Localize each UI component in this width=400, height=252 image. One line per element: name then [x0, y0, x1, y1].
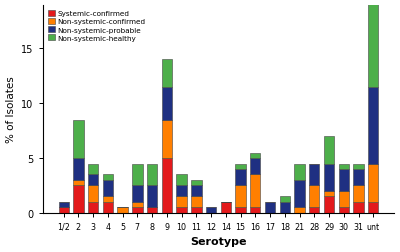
Bar [132, 208, 142, 213]
Bar [176, 175, 187, 186]
Bar [339, 169, 349, 191]
Bar [147, 208, 157, 213]
Bar [294, 180, 305, 208]
Bar [132, 202, 142, 208]
Bar [176, 208, 187, 213]
Bar [58, 202, 69, 208]
Bar [368, 0, 378, 87]
Y-axis label: % of Isolates: % of Isolates [6, 76, 16, 143]
Bar [73, 186, 84, 213]
Bar [324, 197, 334, 213]
Bar [265, 202, 275, 213]
Bar [88, 164, 98, 175]
Bar [191, 208, 202, 213]
Bar [73, 120, 84, 159]
Bar [88, 202, 98, 213]
Bar [250, 159, 260, 175]
Bar [191, 180, 202, 186]
Bar [368, 87, 378, 164]
Bar [324, 164, 334, 191]
Bar [221, 202, 231, 213]
Bar [58, 208, 69, 213]
Bar [206, 208, 216, 213]
Bar [236, 164, 246, 169]
Bar [162, 159, 172, 213]
Bar [294, 208, 305, 213]
Bar [309, 208, 320, 213]
Bar [236, 169, 246, 186]
Bar [103, 197, 113, 202]
Bar [280, 197, 290, 202]
Bar [191, 186, 202, 197]
Bar [353, 202, 364, 213]
Bar [236, 186, 246, 208]
Bar [353, 169, 364, 186]
Bar [236, 208, 246, 213]
Bar [103, 180, 113, 197]
Bar [132, 164, 142, 186]
Legend: Systemic-confirmed, Non-systemic-confirmed, Non-systemic-probable, Non-systemic-: Systemic-confirmed, Non-systemic-confirm… [46, 9, 147, 43]
Bar [353, 186, 364, 202]
Bar [147, 186, 157, 208]
Bar [162, 87, 172, 120]
Bar [339, 164, 349, 169]
Bar [250, 153, 260, 159]
Bar [118, 208, 128, 213]
Bar [176, 197, 187, 208]
Bar [339, 208, 349, 213]
Bar [191, 197, 202, 208]
Bar [368, 164, 378, 202]
Bar [176, 186, 187, 197]
Bar [88, 186, 98, 202]
Bar [103, 175, 113, 180]
Bar [250, 175, 260, 208]
Bar [103, 202, 113, 213]
Bar [309, 164, 320, 186]
Bar [132, 186, 142, 202]
Bar [73, 159, 84, 180]
Bar [73, 180, 84, 186]
Bar [309, 186, 320, 208]
Bar [353, 164, 364, 169]
Bar [324, 191, 334, 197]
Bar [88, 175, 98, 186]
Bar [162, 60, 172, 87]
Bar [280, 202, 290, 213]
Bar [324, 137, 334, 164]
Bar [294, 164, 305, 180]
Bar [147, 164, 157, 186]
Bar [339, 191, 349, 208]
Bar [368, 202, 378, 213]
Bar [250, 208, 260, 213]
Bar [162, 120, 172, 159]
X-axis label: Serotype: Serotype [190, 237, 247, 246]
